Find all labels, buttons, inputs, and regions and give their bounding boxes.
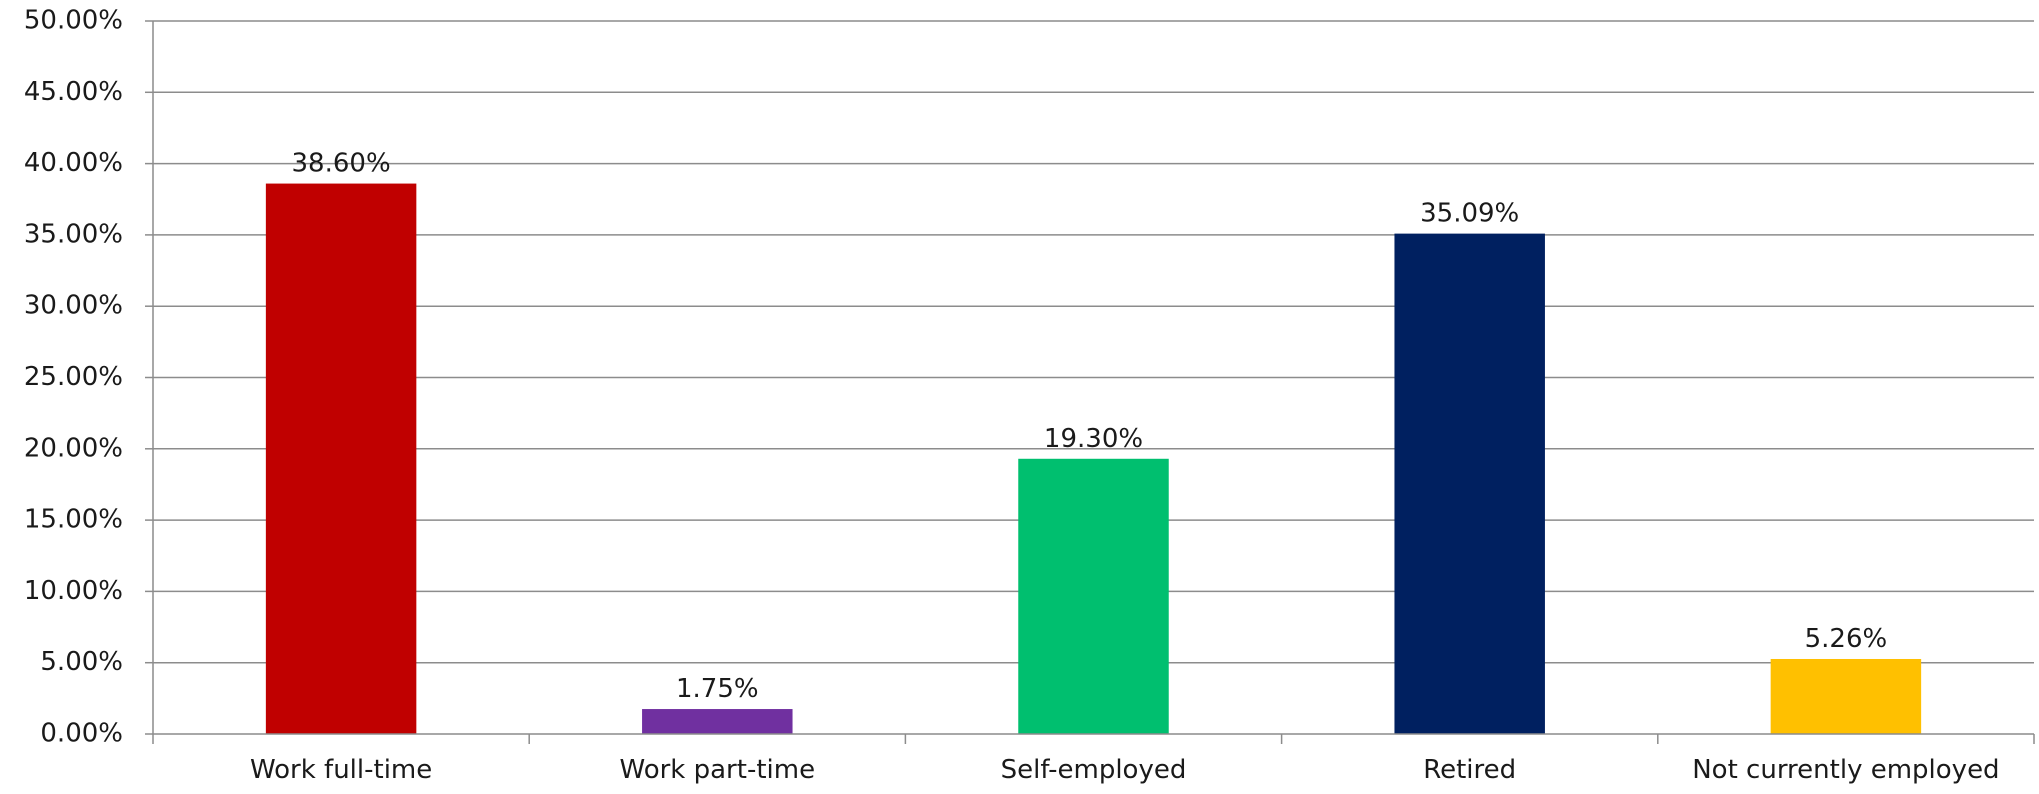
- y-tick-label: 45.00%: [24, 77, 123, 107]
- data-label: 35.09%: [1420, 199, 1519, 229]
- y-tick-label: 5.00%: [40, 647, 123, 677]
- y-tick-label: 20.00%: [24, 433, 123, 463]
- y-tick-label: 25.00%: [24, 362, 123, 392]
- y-tick-label: 15.00%: [24, 505, 123, 535]
- y-tick-label: 50.00%: [24, 6, 123, 36]
- x-tick-label: Not currently employed: [1692, 755, 1999, 785]
- labels: 0.00% 5.00% 10.00% 15.00% 20.00% 25.00% 30.00%…: [24, 6, 2000, 786]
- x-tick-label: Work full-time: [250, 755, 432, 785]
- bar: [1770, 658, 1922, 734]
- bar: [642, 709, 793, 734]
- y-tick-label: 35.00%: [24, 219, 123, 249]
- bar: [265, 183, 417, 735]
- x-tick-label: Retired: [1423, 755, 1516, 785]
- data-label: 1.75%: [676, 674, 759, 704]
- data-label: 38.60%: [292, 149, 391, 179]
- bar: [1394, 233, 1545, 735]
- y-tick-label: 10.00%: [24, 576, 123, 606]
- bars: [265, 183, 1922, 735]
- y-tick-label: 30.00%: [24, 291, 123, 321]
- y-tick-label: 0.00%: [40, 719, 123, 749]
- data-label: 5.26%: [1805, 624, 1888, 654]
- x-tick-label: Work part-time: [620, 755, 816, 785]
- axes: [145, 20, 2035, 744]
- bar: [1018, 458, 1169, 734]
- gridlines: [153, 20, 2034, 664]
- y-tick-label: 40.00%: [24, 148, 123, 178]
- x-tick-label: Self-employed: [1001, 755, 1187, 785]
- data-label: 19.30%: [1044, 424, 1143, 454]
